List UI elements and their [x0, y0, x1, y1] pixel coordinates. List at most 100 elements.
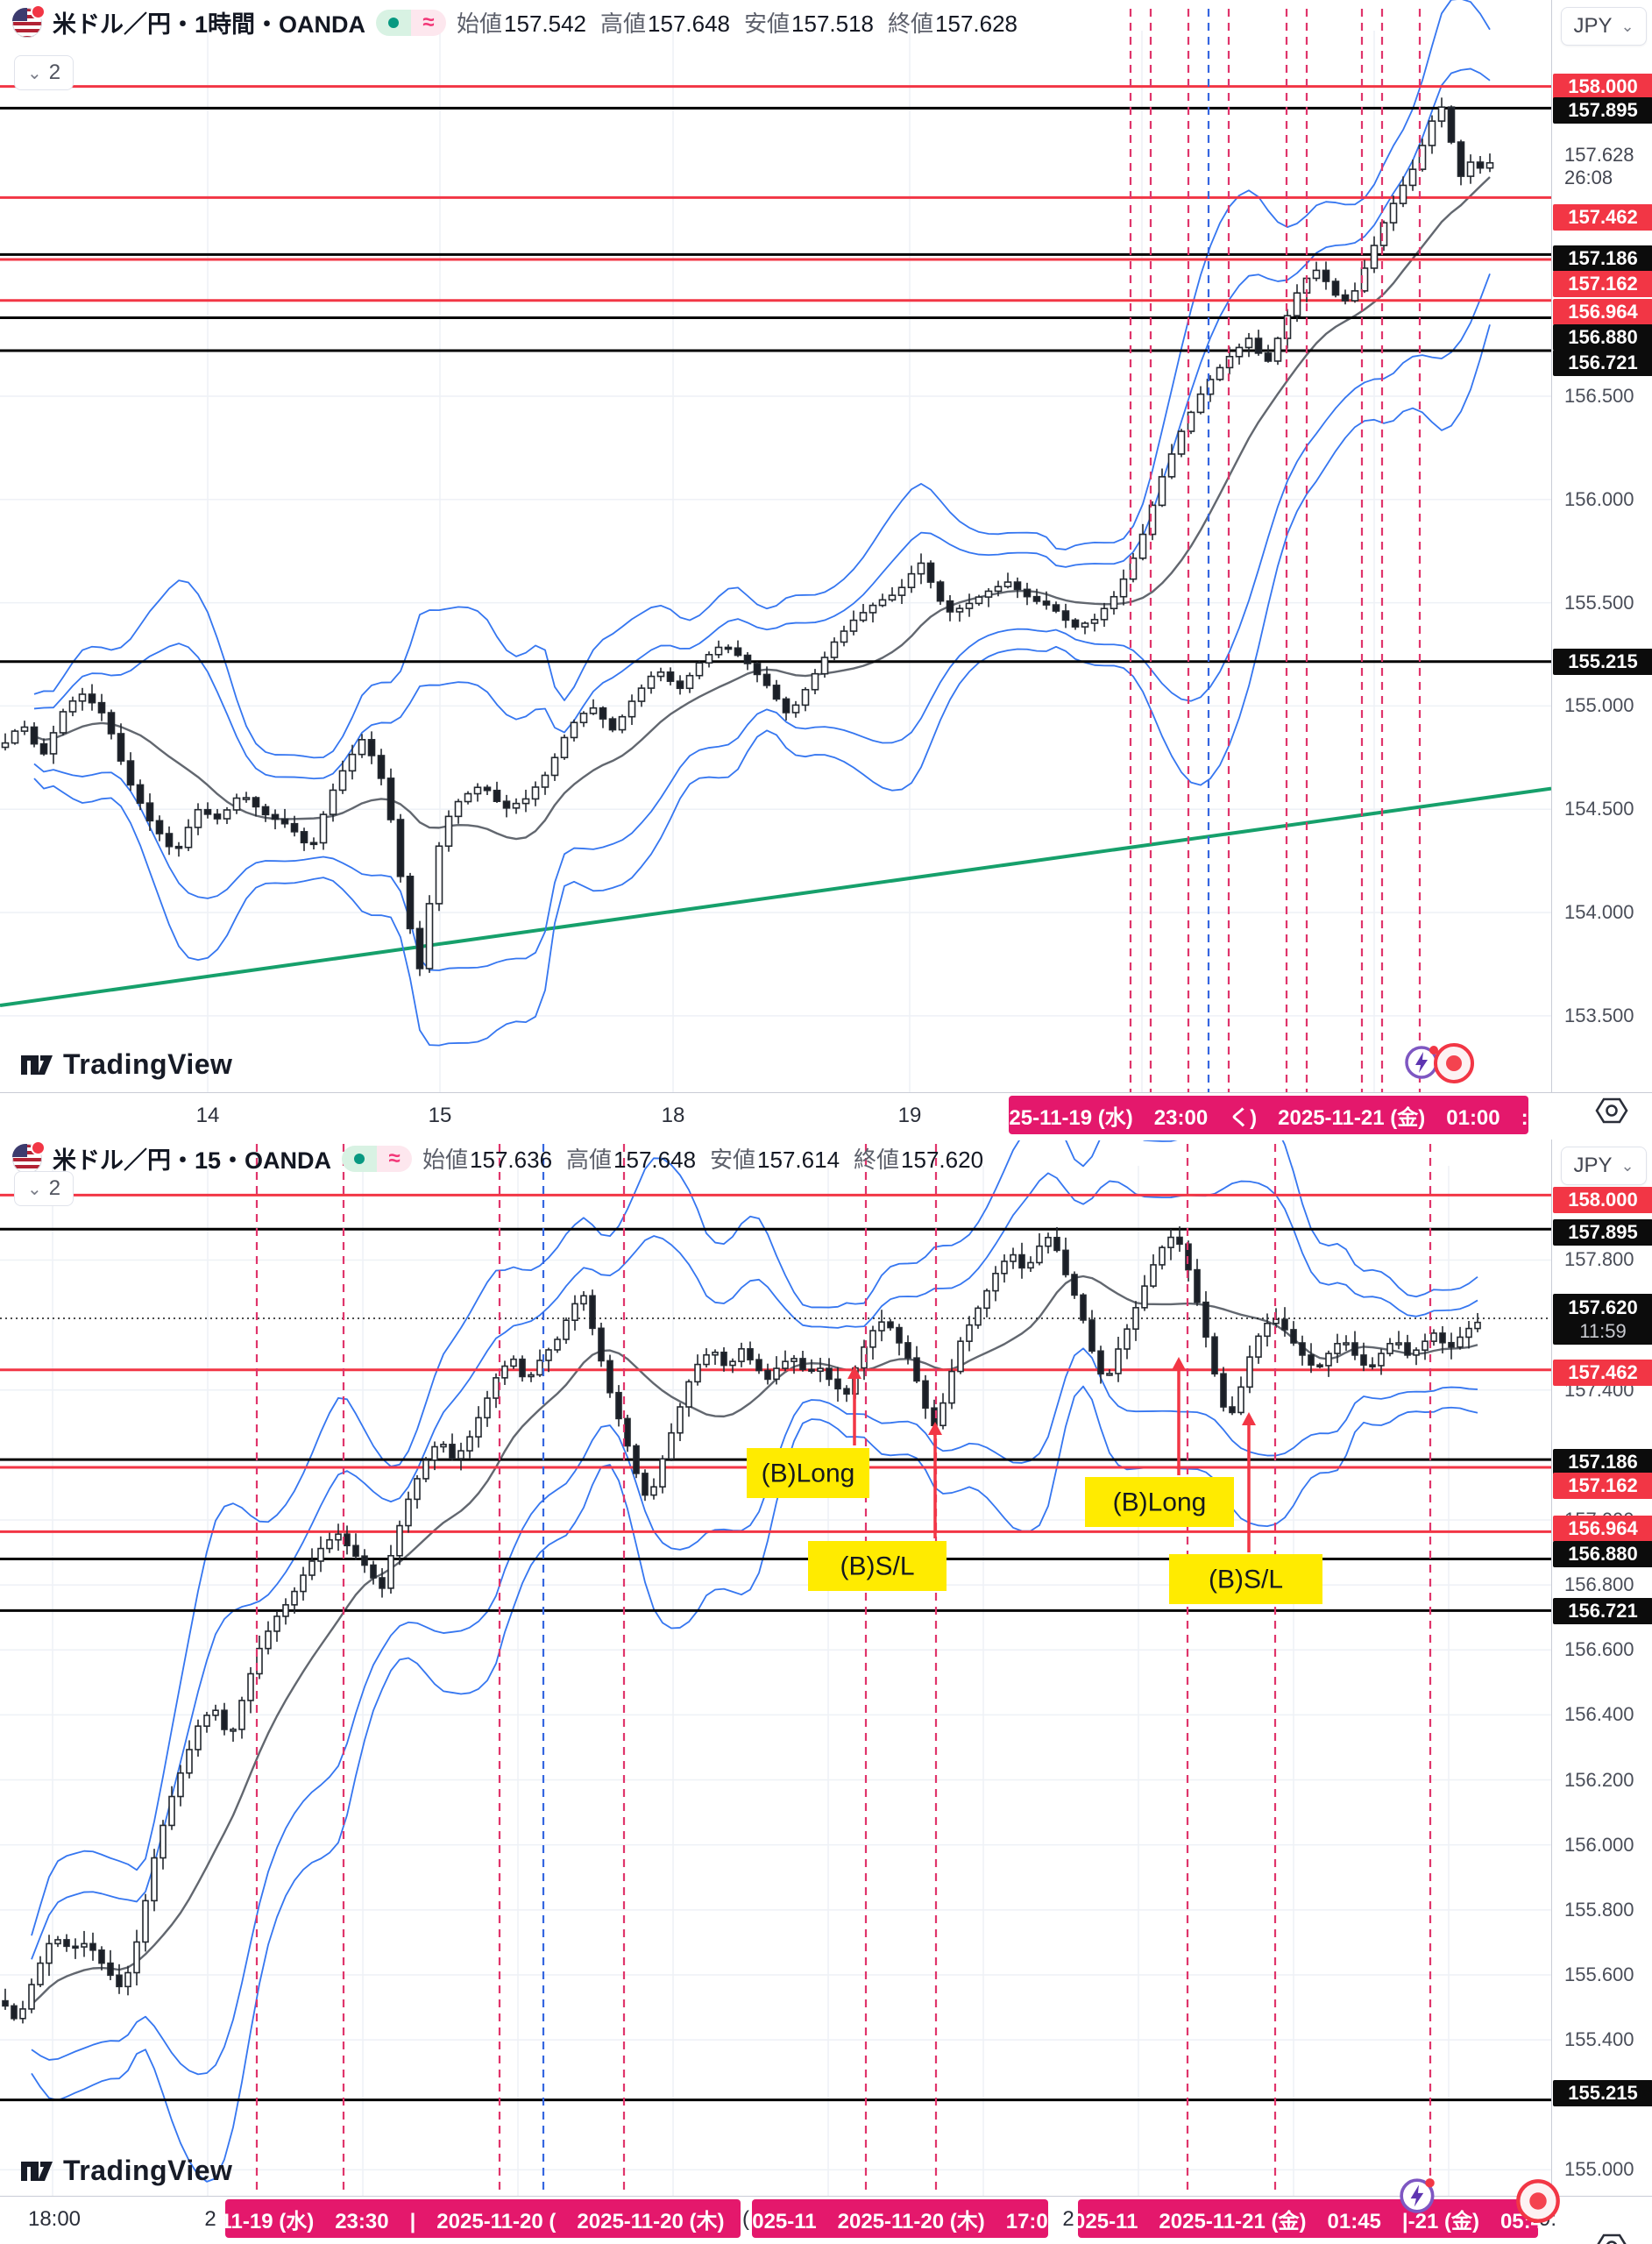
price-tick-label: 155.800: [1564, 1898, 1634, 1921]
trade-annotation[interactable]: (B)Long: [747, 1366, 869, 1498]
currency-button[interactable]: JPY ⌄: [1561, 1147, 1647, 1185]
price-tick-label: 154.000: [1564, 901, 1634, 924]
price-level-label-158.000[interactable]: 158.000: [1553, 74, 1652, 100]
chart-panel-15m: (B)Long (B)S/L (B)Long (B)S/L 米ドル／円・15・OAND…: [0, 1140, 1652, 2244]
current-price-readout: 157.628 26:08: [1564, 144, 1634, 188]
time-tick-label: 2: [204, 2207, 216, 2231]
chart-plot-area-15m[interactable]: (B)Long (B)S/L (B)Long (B)S/L: [0, 1140, 1551, 2196]
time-tick-label: 18: [661, 1104, 685, 1127]
low-label: 安値: [710, 1147, 756, 1173]
trade-annotation[interactable]: (B)S/L: [808, 1422, 947, 1591]
usdjpy-flag-icon: [12, 4, 46, 38]
chart-panel-1h: 米ドル／円・1時間・OANDA ≈ 始値157.542 高値157.648 安値…: [0, 0, 1652, 1140]
tradingview-mark-icon: [21, 1055, 53, 1075]
period-range-label[interactable]: 2025-11-19 (水) 23:30 | 2025-11-20 ( 2025…: [225, 2199, 741, 2238]
usdjpy-flag-icon: [12, 1140, 46, 1174]
price-tick-label: 154.500: [1564, 798, 1634, 820]
trade-annotation[interactable]: (B)S/L: [1169, 1412, 1322, 1604]
price-tick-label: 156.000: [1564, 487, 1634, 510]
price-level-label-156.880[interactable]: 156.880: [1553, 324, 1652, 351]
currency-button[interactable]: JPY ⌄: [1561, 7, 1647, 46]
tradingview-logo[interactable]: TradingView: [19, 2155, 232, 2187]
record-button[interactable]: [1432, 1041, 1476, 1090]
price-tick-label: 156.400: [1564, 1703, 1634, 1726]
chart-plot-area-1h[interactable]: [0, 0, 1551, 1092]
symbol-title[interactable]: 米ドル／円・1時間・OANDA: [53, 11, 366, 38]
indicators-collapse-chip[interactable]: ⌄ 2: [14, 55, 74, 90]
price-level-label-157.462[interactable]: 157.462: [1553, 1360, 1652, 1386]
low-label: 安値: [744, 11, 791, 37]
price-level-label-157.162[interactable]: 157.162: [1553, 271, 1652, 297]
time-tick-label: 19: [897, 1104, 922, 1127]
chevron-down-icon: ⌄: [27, 1179, 42, 1199]
high-label: 高値: [566, 1147, 613, 1173]
high-label: 高値: [600, 11, 647, 37]
price-axis-15m[interactable]: JPY⌄ 157.800157.400157.000156.800156.600…: [1551, 1140, 1652, 2196]
time-axis-15m[interactable]: 18:002(29:2025-11-19 (水) 23:30 | 2025-11…: [0, 2196, 1652, 2244]
delayed-data-pill[interactable]: ≈: [411, 9, 447, 36]
price-tick-label: 153.500: [1564, 1004, 1634, 1026]
indicator-count: 2: [48, 1176, 61, 1200]
chart-legend-1h: 米ドル／円・1時間・OANDA ≈ 始値157.542 高値157.648 安値…: [12, 4, 1017, 39]
price-tick-label: 157.800: [1564, 1248, 1634, 1271]
price-tick-label: 155.500: [1564, 591, 1634, 614]
market-open-dot-icon: [388, 17, 400, 28]
price-level-label-156.964[interactable]: 156.964: [1553, 299, 1652, 325]
price-level-label-158.000[interactable]: 158.000: [1553, 1187, 1652, 1213]
current-price-badge[interactable]: 157.620 11:59: [1553, 1294, 1652, 1345]
time-tick-label: 14: [195, 1104, 220, 1127]
price-tick-label: 155.000: [1564, 694, 1634, 717]
tradingview-logo[interactable]: TradingView: [19, 1048, 232, 1081]
price-level-label-157.462[interactable]: 157.462: [1553, 204, 1652, 231]
period-range-label[interactable]: 2025-11 2025-11-21 (金) 01:45 |-21 (金) 05…: [1078, 2199, 1538, 2238]
lightning-mode-button[interactable]: [1399, 2176, 1439, 2220]
chevron-down-icon: ⌄: [27, 63, 42, 83]
approx-icon: ≈: [388, 1146, 401, 1170]
period-range-label[interactable]: 2025-11 2025-11-20 (木) 17:00: [752, 2199, 1048, 2238]
open-value: 157.636: [470, 1147, 553, 1173]
trade-annotation[interactable]: (B)Long: [1085, 1357, 1234, 1527]
price-level-label-155.215[interactable]: 155.215: [1553, 649, 1652, 675]
svg-text:(B)S/L: (B)S/L: [840, 1552, 914, 1581]
price-tick-label: 156.600: [1564, 1638, 1634, 1661]
time-tick-label: 18:00: [27, 2207, 82, 2231]
trend-line[interactable]: [0, 786, 1551, 1008]
symbol-title[interactable]: 米ドル／円・15・OANDA: [53, 1147, 332, 1174]
market-open-dot-icon: [354, 1153, 365, 1164]
price-level-label-157.895[interactable]: 157.895: [1553, 97, 1652, 124]
chevron-down-icon: ⌄: [1620, 1156, 1634, 1175]
open-value: 157.542: [504, 11, 587, 37]
price-level-label-156.721[interactable]: 156.721: [1553, 350, 1652, 376]
price-level-label-156.880[interactable]: 156.880: [1553, 1541, 1652, 1567]
price-level-label-157.186[interactable]: 157.186: [1553, 1449, 1652, 1475]
time-axis-1h[interactable]: 14 15 18 19 2025-11-19 (水) 23:00 く) 2025-11-…: [0, 1092, 1652, 1140]
axis-settings-gear-icon[interactable]: [1595, 2233, 1628, 2244]
indicators-collapse-chip[interactable]: ⌄ 2: [14, 1171, 74, 1206]
ohlc-readout: 始値157.636 高値157.648 安値157.614 終値157.620: [422, 1142, 983, 1175]
price-level-label-155.215[interactable]: 155.215: [1553, 2080, 1652, 2106]
price-axis-1h[interactable]: JPY ⌄ 156.500 156.000 155.500 155.000 154.500…: [1551, 0, 1652, 1092]
close-value: 157.628: [935, 11, 1018, 37]
price-level-label-156.721[interactable]: 156.721: [1553, 1598, 1652, 1624]
price-level-label-156.964[interactable]: 156.964: [1553, 1516, 1652, 1542]
record-button[interactable]: [1514, 2177, 1562, 2229]
open-label: 始値: [457, 11, 503, 37]
market-open-pill[interactable]: [342, 1145, 378, 1172]
svg-text:(B)Long: (B)Long: [1113, 1488, 1207, 1517]
price-level-label-157.895[interactable]: 157.895: [1553, 1219, 1652, 1246]
approx-icon: ≈: [422, 10, 435, 34]
indicator-count: 2: [48, 60, 61, 84]
close-label: 終値: [854, 1147, 900, 1173]
period-range-label[interactable]: 2025-11-19 (水) 23:00 く) 2025-11-21 (金) 0…: [1009, 1096, 1528, 1134]
price-level-label-157.162[interactable]: 157.162: [1553, 1473, 1652, 1499]
axis-settings-gear-icon[interactable]: [1595, 1097, 1628, 1128]
close-value: 157.620: [901, 1147, 984, 1173]
chevron-down-icon: ⌄: [1620, 17, 1634, 35]
ohlc-readout: 始値157.542 高値157.648 安値157.518 終値157.628: [457, 6, 1017, 39]
delayed-data-pill[interactable]: ≈: [377, 1145, 413, 1172]
price-tick-label: 156.200: [1564, 1768, 1634, 1791]
price-level-label-157.186[interactable]: 157.186: [1553, 245, 1652, 272]
market-open-pill[interactable]: [376, 9, 412, 36]
tradingview-mark-icon: [21, 2161, 53, 2181]
